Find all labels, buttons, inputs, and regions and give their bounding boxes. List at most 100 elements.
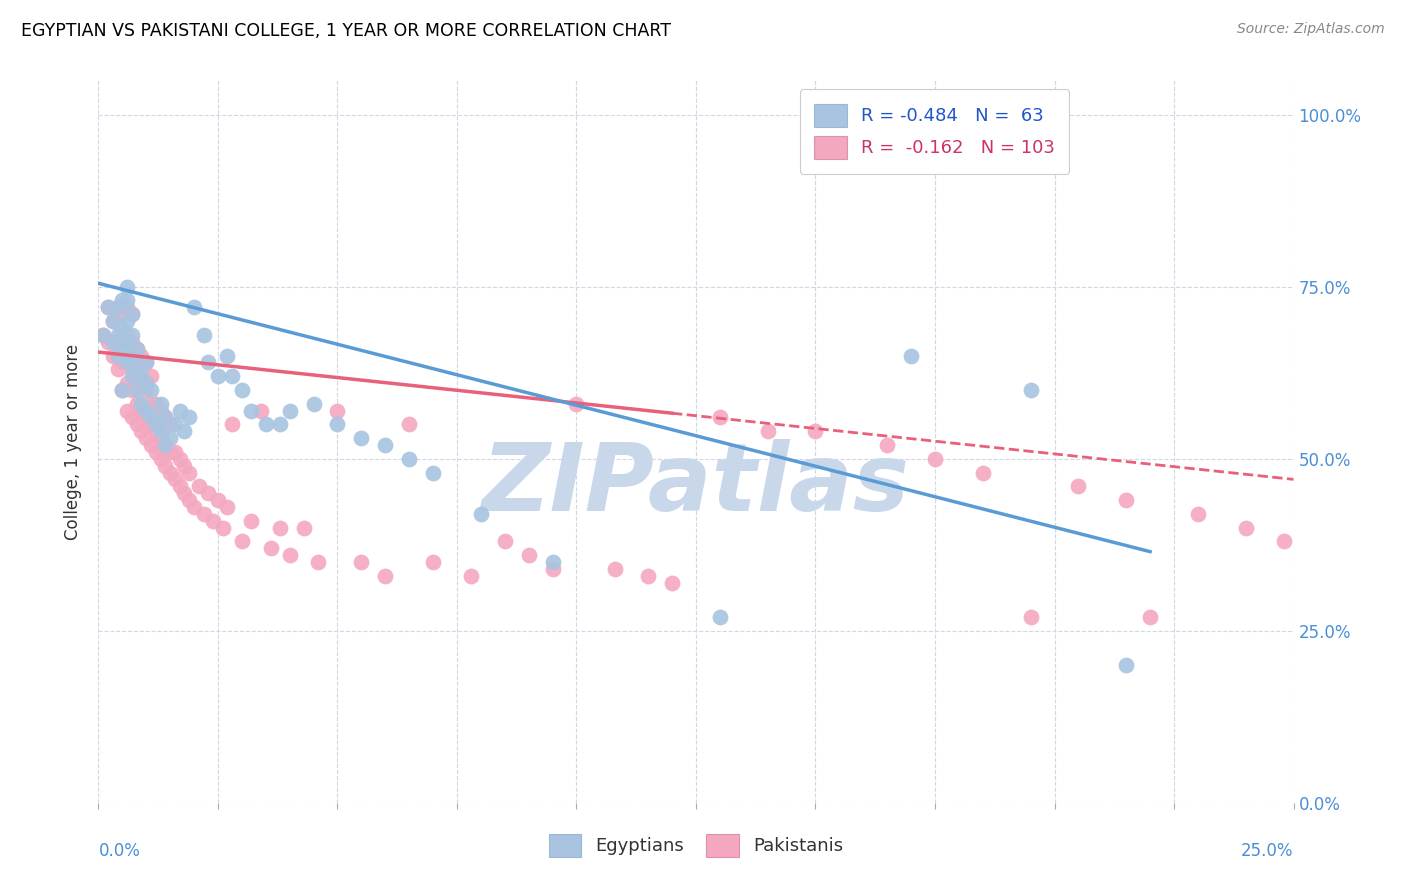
Point — [350, 555, 373, 569]
Point — [422, 466, 444, 480]
Point — [131, 397, 153, 411]
Point — [661, 575, 683, 590]
Point — [155, 410, 177, 425]
Point — [101, 314, 124, 328]
Point — [217, 500, 239, 514]
Point — [1019, 610, 1042, 624]
Text: EGYPTIAN VS PAKISTANI COLLEGE, 1 YEAR OR MORE CORRELATION CHART: EGYPTIAN VS PAKISTANI COLLEGE, 1 YEAR OR… — [21, 22, 671, 40]
Point — [517, 548, 540, 562]
Point — [97, 301, 120, 315]
Point — [111, 355, 134, 369]
Point — [259, 541, 281, 556]
Point — [603, 562, 626, 576]
Point — [121, 349, 143, 363]
Point — [131, 369, 153, 384]
Point — [231, 383, 253, 397]
Point — [121, 307, 143, 321]
Point — [179, 410, 201, 425]
Point — [541, 562, 564, 576]
Point — [121, 307, 143, 321]
Point — [169, 451, 191, 466]
Point — [173, 486, 195, 500]
Point — [111, 383, 134, 397]
Point — [876, 438, 898, 452]
Point — [115, 334, 138, 349]
Point — [269, 417, 291, 432]
Point — [107, 301, 129, 315]
Legend: Egyptians, Pakistanis: Egyptians, Pakistanis — [540, 825, 852, 866]
Point — [139, 397, 162, 411]
Point — [972, 466, 994, 480]
Point — [125, 342, 148, 356]
Point — [115, 403, 138, 417]
Point — [139, 369, 162, 384]
Point — [145, 445, 167, 459]
Point — [121, 327, 143, 342]
Text: Source: ZipAtlas.com: Source: ZipAtlas.com — [1237, 22, 1385, 37]
Point — [107, 362, 129, 376]
Point — [139, 410, 162, 425]
Point — [254, 417, 277, 432]
Point — [292, 520, 315, 534]
Point — [207, 369, 229, 384]
Point — [139, 438, 162, 452]
Point — [900, 349, 922, 363]
Point — [163, 417, 186, 432]
Point — [1115, 493, 1137, 508]
Text: 25.0%: 25.0% — [1241, 842, 1294, 860]
Point — [149, 397, 172, 411]
Point — [145, 417, 167, 432]
Point — [149, 431, 172, 445]
Point — [125, 383, 148, 397]
Point — [221, 417, 243, 432]
Point — [187, 479, 209, 493]
Point — [398, 417, 420, 432]
Point — [250, 403, 273, 417]
Point — [121, 383, 143, 397]
Point — [350, 431, 373, 445]
Point — [422, 555, 444, 569]
Point — [131, 376, 153, 390]
Point — [111, 321, 134, 335]
Point — [145, 397, 167, 411]
Point — [197, 355, 219, 369]
Point — [307, 555, 329, 569]
Point — [97, 301, 120, 315]
Point — [1019, 383, 1042, 397]
Point — [231, 534, 253, 549]
Point — [193, 327, 215, 342]
Point — [111, 383, 134, 397]
Point — [107, 301, 129, 315]
Point — [135, 376, 157, 390]
Point — [121, 334, 143, 349]
Point — [202, 514, 225, 528]
Point — [183, 500, 205, 514]
Point — [183, 301, 205, 315]
Point — [149, 424, 172, 438]
Point — [125, 362, 148, 376]
Point — [115, 301, 138, 315]
Point — [111, 307, 134, 321]
Point — [240, 403, 263, 417]
Point — [1272, 534, 1295, 549]
Point — [159, 417, 181, 432]
Point — [211, 520, 233, 534]
Point — [111, 293, 134, 308]
Point — [278, 548, 301, 562]
Point — [107, 349, 129, 363]
Point — [709, 410, 731, 425]
Point — [159, 466, 181, 480]
Point — [207, 493, 229, 508]
Point — [1320, 555, 1343, 569]
Point — [541, 555, 564, 569]
Point — [107, 327, 129, 342]
Point — [121, 362, 143, 376]
Point — [1139, 610, 1161, 624]
Point — [173, 458, 195, 473]
Point — [125, 417, 148, 432]
Point — [159, 445, 181, 459]
Point — [111, 334, 134, 349]
Point — [135, 355, 157, 369]
Point — [101, 334, 124, 349]
Point — [326, 403, 349, 417]
